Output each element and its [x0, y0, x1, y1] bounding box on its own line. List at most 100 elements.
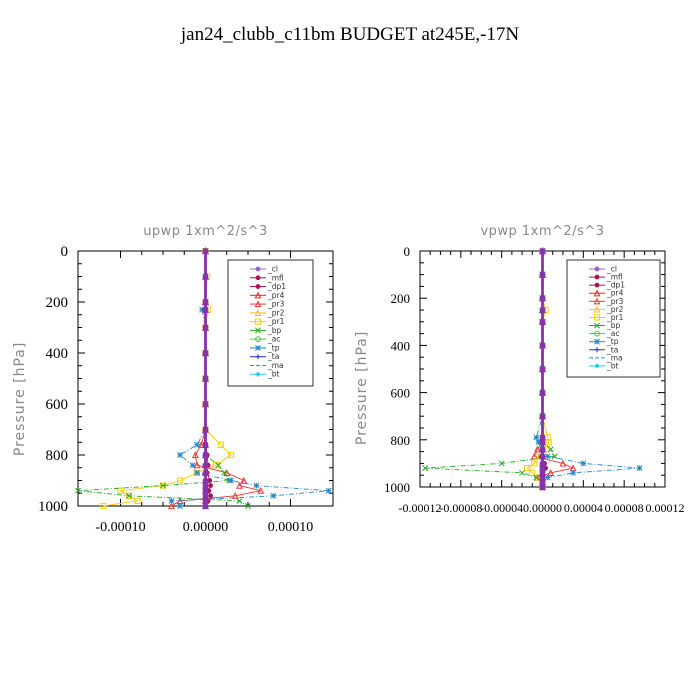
legend-label: _pr3 [267, 300, 285, 309]
y-tick-label: 1000 [38, 499, 68, 515]
data-point [202, 442, 209, 448]
data-point [193, 461, 201, 469]
legend-label: _ta [267, 352, 279, 361]
legend-label: _pr2 [606, 305, 624, 314]
legend-item: _pr1 [250, 317, 285, 326]
legend: _cl_mfl_dp1_pr4_pr3_pr2_pr1_bp_ac_tp_ta_… [566, 259, 661, 378]
data-point [539, 434, 546, 441]
data-point [539, 342, 546, 348]
series-bp [75, 248, 251, 509]
x-tick-label: 0.00012 [646, 501, 685, 515]
data-point [539, 446, 546, 452]
y-tick-label: 800 [391, 433, 411, 448]
legend-item: _pr2 [589, 305, 624, 314]
legend-swatch-marker [594, 330, 600, 337]
data-point [202, 477, 209, 484]
legend-swatch-marker [255, 354, 261, 360]
legend-swatch-marker [594, 363, 600, 369]
y-tick-label: 600 [46, 397, 69, 413]
data-point [539, 319, 546, 325]
data-point [202, 470, 209, 476]
x-tick-label: 0.00000 [523, 501, 562, 515]
data-point [535, 439, 542, 446]
legend-label: _ac [606, 329, 619, 338]
y-tick-label: 0 [404, 244, 411, 259]
legend-item: _bp [250, 326, 282, 335]
legend-swatch-marker [594, 347, 600, 353]
legend-swatch-marker [593, 314, 601, 321]
legend-label: _ma [267, 361, 284, 370]
data-point [202, 248, 209, 254]
data-point [636, 465, 643, 472]
data-point [533, 445, 541, 453]
x-tick-label: 0.00004 [564, 501, 603, 515]
legend-item: _ac [589, 329, 619, 338]
legend-swatch-marker [594, 274, 600, 280]
x-tick-label: 0.00008 [605, 501, 644, 515]
legend-item: _ma [250, 361, 284, 370]
data-point [539, 390, 546, 396]
data-point [533, 474, 540, 481]
legend-label: _cl [267, 265, 278, 274]
data-point [221, 469, 228, 476]
legend-item: _bt [250, 370, 280, 379]
data-point [215, 462, 222, 469]
data-point [539, 453, 546, 459]
data-point [547, 446, 554, 453]
legend-item: _pr3 [589, 297, 624, 306]
data-point [160, 482, 166, 489]
y-tick-label: 200 [46, 295, 69, 311]
series-bt [202, 248, 209, 509]
data-point [75, 487, 81, 494]
data-point [422, 465, 429, 472]
data-point [177, 503, 183, 509]
series-pr1 [524, 247, 552, 491]
legend-label: _pr4 [267, 291, 285, 300]
data-point [519, 469, 526, 476]
data-point [559, 459, 567, 467]
upwp-panel: upwp 1xm^2/s^3 Pressure [hPa] 0 200 400 600 80… [12, 224, 334, 535]
legend-label: _pr2 [267, 308, 285, 317]
data-point [539, 474, 546, 481]
y-tick-label: 400 [46, 346, 69, 362]
data-point [236, 497, 243, 504]
data-point [539, 465, 546, 471]
legend-swatch-marker [254, 300, 262, 308]
data-point [202, 299, 209, 305]
legend-swatch-marker [594, 266, 600, 272]
data-point [168, 502, 175, 510]
legend-item: _mfl [250, 273, 284, 282]
data-point [202, 375, 209, 382]
legend-label: _pr3 [606, 297, 624, 306]
legend-item: _pr4 [589, 289, 624, 298]
legend-swatch-marker [254, 309, 262, 316]
data-point [228, 477, 234, 484]
data-point [498, 460, 505, 467]
data-point [539, 479, 546, 485]
legend-label: _pr1 [267, 317, 285, 326]
legend-swatch-marker [593, 297, 601, 305]
x-tick-label: -0.00004 [480, 501, 523, 515]
legend: _cl_mfl_dp1_pr4_pr3_pr2_pr1_bp_ac_tp_ta_… [227, 259, 314, 387]
legend-label: _ac [267, 335, 280, 344]
series-line [77, 251, 249, 507]
legend-label: _tp [606, 337, 619, 346]
data-point [202, 498, 209, 504]
legend-item: _pr1 [589, 313, 624, 322]
y-axis-label: Pressure [hPa] [354, 331, 370, 445]
legend-swatch-marker [255, 284, 261, 289]
panel-title: vpwp 1xm^2/s^3 [480, 224, 604, 239]
data-point [551, 453, 558, 460]
legend-label: _tp [267, 343, 280, 352]
data-point [539, 248, 546, 254]
vpwp-panel: vpwp 1xm^2/s^3 Pressure [hPa] 0 200 400 600 80… [354, 224, 685, 515]
data-point [253, 482, 260, 489]
data-point [544, 474, 551, 481]
x-tick-label: -0.00008 [439, 501, 482, 515]
panel-title: upwp 1xm^2/s^3 [143, 224, 268, 239]
legend-swatch-marker [594, 282, 600, 288]
legend-label: _mfl [606, 273, 623, 282]
legend-label: _cl [606, 265, 617, 274]
data-point [197, 441, 205, 448]
legend-swatch-marker [254, 291, 262, 299]
